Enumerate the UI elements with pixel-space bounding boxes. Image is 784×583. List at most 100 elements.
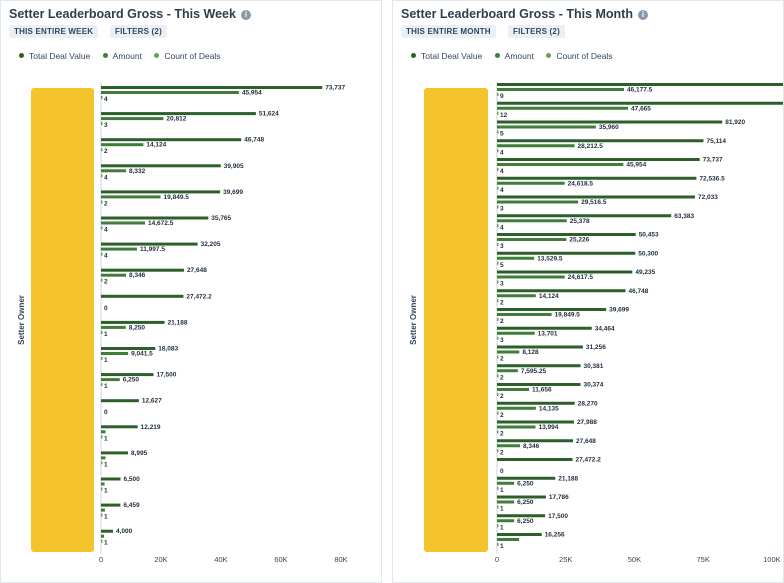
bar-count-of-deals [497, 430, 499, 434]
bar-count-of-deals [497, 186, 499, 190]
bar-amount [101, 195, 161, 199]
data-label-count: 4 [104, 227, 108, 234]
bar-amount [497, 106, 629, 110]
data-label-total: 17,500 [548, 513, 568, 520]
bar-count-of-deals [497, 224, 499, 228]
bar-amount [497, 144, 575, 148]
data-label-count: 0 [104, 409, 108, 416]
legend-label: Total Deal Value [421, 51, 483, 61]
data-label-count: 2 [104, 148, 108, 155]
data-label-total: 12,219 [141, 424, 161, 431]
data-label-amount: 6,250 [123, 377, 140, 384]
chart-title: Setter Leaderboard Gross - This Month i [401, 7, 648, 21]
data-label-count: 1 [104, 383, 108, 390]
data-label-amount: 13,529.5 [537, 255, 563, 262]
bar-total-deal-value [101, 268, 184, 272]
bar-amount [497, 275, 565, 279]
data-label-total: 6,500 [124, 476, 141, 483]
data-label-count: 3 [500, 206, 504, 213]
data-label-count: 4 [104, 253, 108, 260]
bar-count-of-deals [101, 96, 103, 99]
data-label-count: 4 [500, 187, 504, 194]
bar-total-deal-value [101, 86, 323, 89]
bar-total-deal-value [497, 214, 672, 218]
bar-total-deal-value [101, 320, 165, 324]
data-label-total: 34,464 [595, 325, 615, 332]
data-label-count: 4 [500, 224, 504, 231]
data-label-amount: 35,960 [599, 124, 619, 131]
bar-total-deal-value [497, 533, 542, 536]
legend-item-count[interactable]: Count of Deals [546, 51, 613, 61]
legend-label: Count of Deals [556, 51, 613, 61]
bar-amount [497, 238, 567, 241]
bar-amount [101, 273, 127, 277]
data-label-total: 39,905 [224, 163, 244, 170]
x-tick-label: 25K [559, 555, 572, 564]
data-label-total: 31,256 [586, 344, 606, 351]
data-label-amount: 6,250 [517, 499, 534, 506]
y-axis-title: Setter Owner [409, 295, 418, 345]
bar-total-deal-value [101, 347, 156, 350]
legend-item-total[interactable]: Total Deal Value [19, 51, 90, 61]
date-range-chip[interactable]: THIS ENTIRE MONTH [401, 25, 496, 38]
data-label-count: 0 [104, 305, 108, 312]
data-label-amount: 24,617.5 [568, 274, 594, 281]
data-label-count: 1 [500, 506, 504, 513]
data-label-amount: 13,701 [538, 330, 558, 337]
bar-amount [497, 256, 535, 260]
data-label-total: 72,536.5 [699, 175, 725, 182]
legend-dot-icon [411, 53, 416, 58]
data-label-total: 39,699 [223, 189, 243, 196]
legend-dot-icon [154, 53, 160, 58]
chart-title: Setter Leaderboard Gross - This Week i [9, 7, 251, 21]
data-label-count: 1 [104, 357, 108, 364]
bar-total-deal-value [101, 503, 121, 507]
legend-item-count[interactable]: Count of Deals [154, 51, 221, 61]
data-label-total: 12,627 [142, 398, 162, 405]
data-label-count: 1 [104, 514, 108, 521]
bar-amount [497, 331, 535, 335]
data-label-total: 50,300 [638, 250, 658, 257]
bar-amount [101, 169, 126, 173]
data-label-count: 2 [500, 356, 504, 363]
legend-item-amount[interactable]: Amount [102, 51, 142, 61]
legend-item-amount[interactable]: Amount [494, 51, 534, 61]
date-range-chip[interactable]: THIS ENTIRE WEEK [9, 25, 99, 38]
data-label-total: 51,624 [259, 111, 279, 118]
bar-count-of-deals [101, 148, 103, 152]
legend-label: Count of Deals [164, 51, 221, 61]
filters-chip[interactable]: FILTERS (2) [110, 25, 167, 38]
data-label-total: 4,000 [116, 528, 133, 535]
info-icon[interactable]: i [637, 10, 648, 20]
bar-count-of-deals [101, 200, 103, 204]
bar-count-of-deals [497, 449, 499, 453]
data-label-amount: 6,250 [517, 518, 534, 525]
data-label-amount: 8,346 [129, 272, 146, 279]
data-label-count: 3 [500, 243, 504, 250]
info-icon[interactable]: i [240, 10, 251, 20]
bar-count-of-deals [101, 252, 103, 256]
data-label-count: 1 [500, 543, 504, 550]
data-label-count: 1 [104, 461, 108, 468]
bar-count-of-deals [101, 383, 103, 387]
bar-total-deal-value [497, 439, 574, 443]
bar-count-of-deals [497, 261, 499, 265]
data-label-total: 49,235 [635, 269, 655, 276]
bar-total-deal-value [101, 190, 221, 194]
filters-chip[interactable]: FILTERS (2) [508, 25, 565, 38]
data-label-amount: 11,997.5 [140, 246, 165, 253]
bar-count-of-deals [497, 543, 499, 546]
data-label-amount: 45,954 [626, 162, 646, 169]
bar-amount [497, 444, 520, 448]
setter-names-block [424, 88, 488, 552]
setter-names-block [31, 88, 94, 552]
bar-amount [497, 313, 552, 316]
legend-dot-icon [494, 53, 500, 58]
data-label-count: 2 [500, 374, 504, 381]
legend-item-total[interactable]: Total Deal Value [411, 51, 482, 61]
x-tick-label: 40K [214, 555, 227, 564]
data-label-total: 46,748 [244, 137, 264, 144]
data-label-count: 2 [500, 318, 504, 325]
bar-count-of-deals [101, 174, 103, 178]
bar-total-deal-value [101, 373, 154, 377]
